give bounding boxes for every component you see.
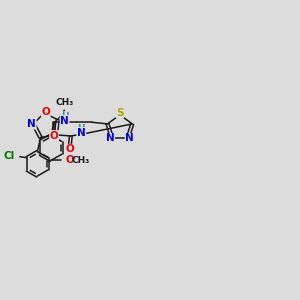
Text: CH₃: CH₃ [72, 156, 90, 165]
Text: O: O [66, 155, 74, 166]
Text: O: O [41, 107, 50, 117]
Text: H: H [77, 124, 85, 133]
Text: O: O [50, 131, 58, 141]
Text: Cl: Cl [4, 151, 15, 161]
Text: N: N [125, 134, 134, 143]
Text: O: O [65, 144, 74, 154]
Text: S: S [116, 108, 124, 118]
Text: H: H [61, 112, 68, 121]
Text: N: N [27, 119, 36, 129]
Text: N: N [106, 134, 115, 143]
Text: N: N [77, 128, 86, 138]
Text: N: N [60, 116, 69, 125]
Text: CH₃: CH₃ [56, 98, 74, 107]
